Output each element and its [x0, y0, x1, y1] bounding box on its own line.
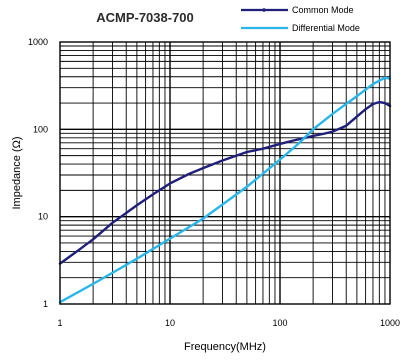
legend-label-common-mode: Common Mode — [292, 5, 354, 15]
plot-frame — [59, 41, 391, 305]
x-axis-label: Frequency(MHz) — [184, 341, 266, 353]
y-tick-label: 1 — [43, 299, 48, 309]
x-tick-labels: 1 10 100 1000 — [57, 318, 400, 328]
series-line-common-mode — [58, 100, 392, 265]
y-tick-label: 100 — [33, 124, 48, 134]
grid-major — [60, 42, 390, 304]
legend: Common Mode Differential Mode — [241, 5, 360, 33]
chart-title: ACMP-7038-700 — [96, 10, 194, 25]
series-line-differential-mode — [58, 76, 392, 304]
grid-minor — [60, 42, 390, 304]
x-tick-label: 10 — [165, 318, 175, 328]
y-axis-label: Impedance (Ω) — [11, 136, 23, 209]
y-tick-label: 10 — [38, 212, 48, 222]
legend-label-differential-mode: Differential Mode — [292, 23, 360, 33]
x-tick-label: 1 — [57, 318, 62, 328]
x-tick-label: 100 — [272, 318, 287, 328]
x-tick-label: 1000 — [380, 318, 400, 328]
legend-marker-common-mode — [262, 8, 266, 12]
y-tick-labels: 1 10 100 1000 — [28, 37, 48, 309]
series-layer — [58, 76, 392, 304]
y-tick-label: 1000 — [28, 37, 48, 47]
